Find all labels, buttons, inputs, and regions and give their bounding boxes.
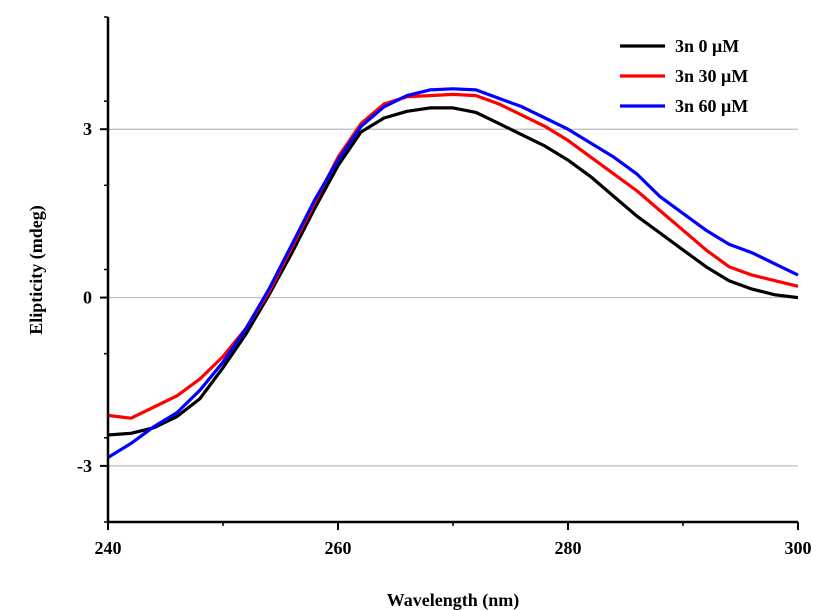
x-tick-label-240: 240 bbox=[95, 538, 122, 558]
y-tick-label--3: -3 bbox=[77, 456, 92, 476]
x-axis-title: Wavelength (nm) bbox=[387, 590, 520, 610]
series-layer bbox=[107, 87, 799, 459]
series-line-2 bbox=[107, 92, 799, 420]
tick-labels: 240 260 280 300 -3 0 3 bbox=[77, 119, 812, 558]
series-line-3 bbox=[107, 87, 799, 459]
x-tick-label-260: 260 bbox=[325, 538, 352, 558]
y-axis-title: Elipticity (mdeg) bbox=[26, 205, 47, 334]
grid bbox=[108, 128, 798, 467]
y-tick-label-0: 0 bbox=[83, 288, 92, 308]
x-tick-label-280: 280 bbox=[555, 538, 582, 558]
legend-label-3: 3n 60 μM bbox=[675, 96, 748, 116]
x-tick-label-300: 300 bbox=[785, 538, 812, 558]
ticks bbox=[100, 16, 799, 530]
legend: 3n 0 μM 3n 30 μM 3n 60 μM bbox=[620, 36, 748, 116]
y-tick-label-3: 3 bbox=[83, 119, 92, 139]
series-line-1 bbox=[107, 106, 799, 437]
legend-label-1: 3n 0 μM bbox=[675, 36, 739, 56]
axes bbox=[106, 17, 798, 524]
legend-label-2: 3n 30 μM bbox=[675, 66, 748, 86]
